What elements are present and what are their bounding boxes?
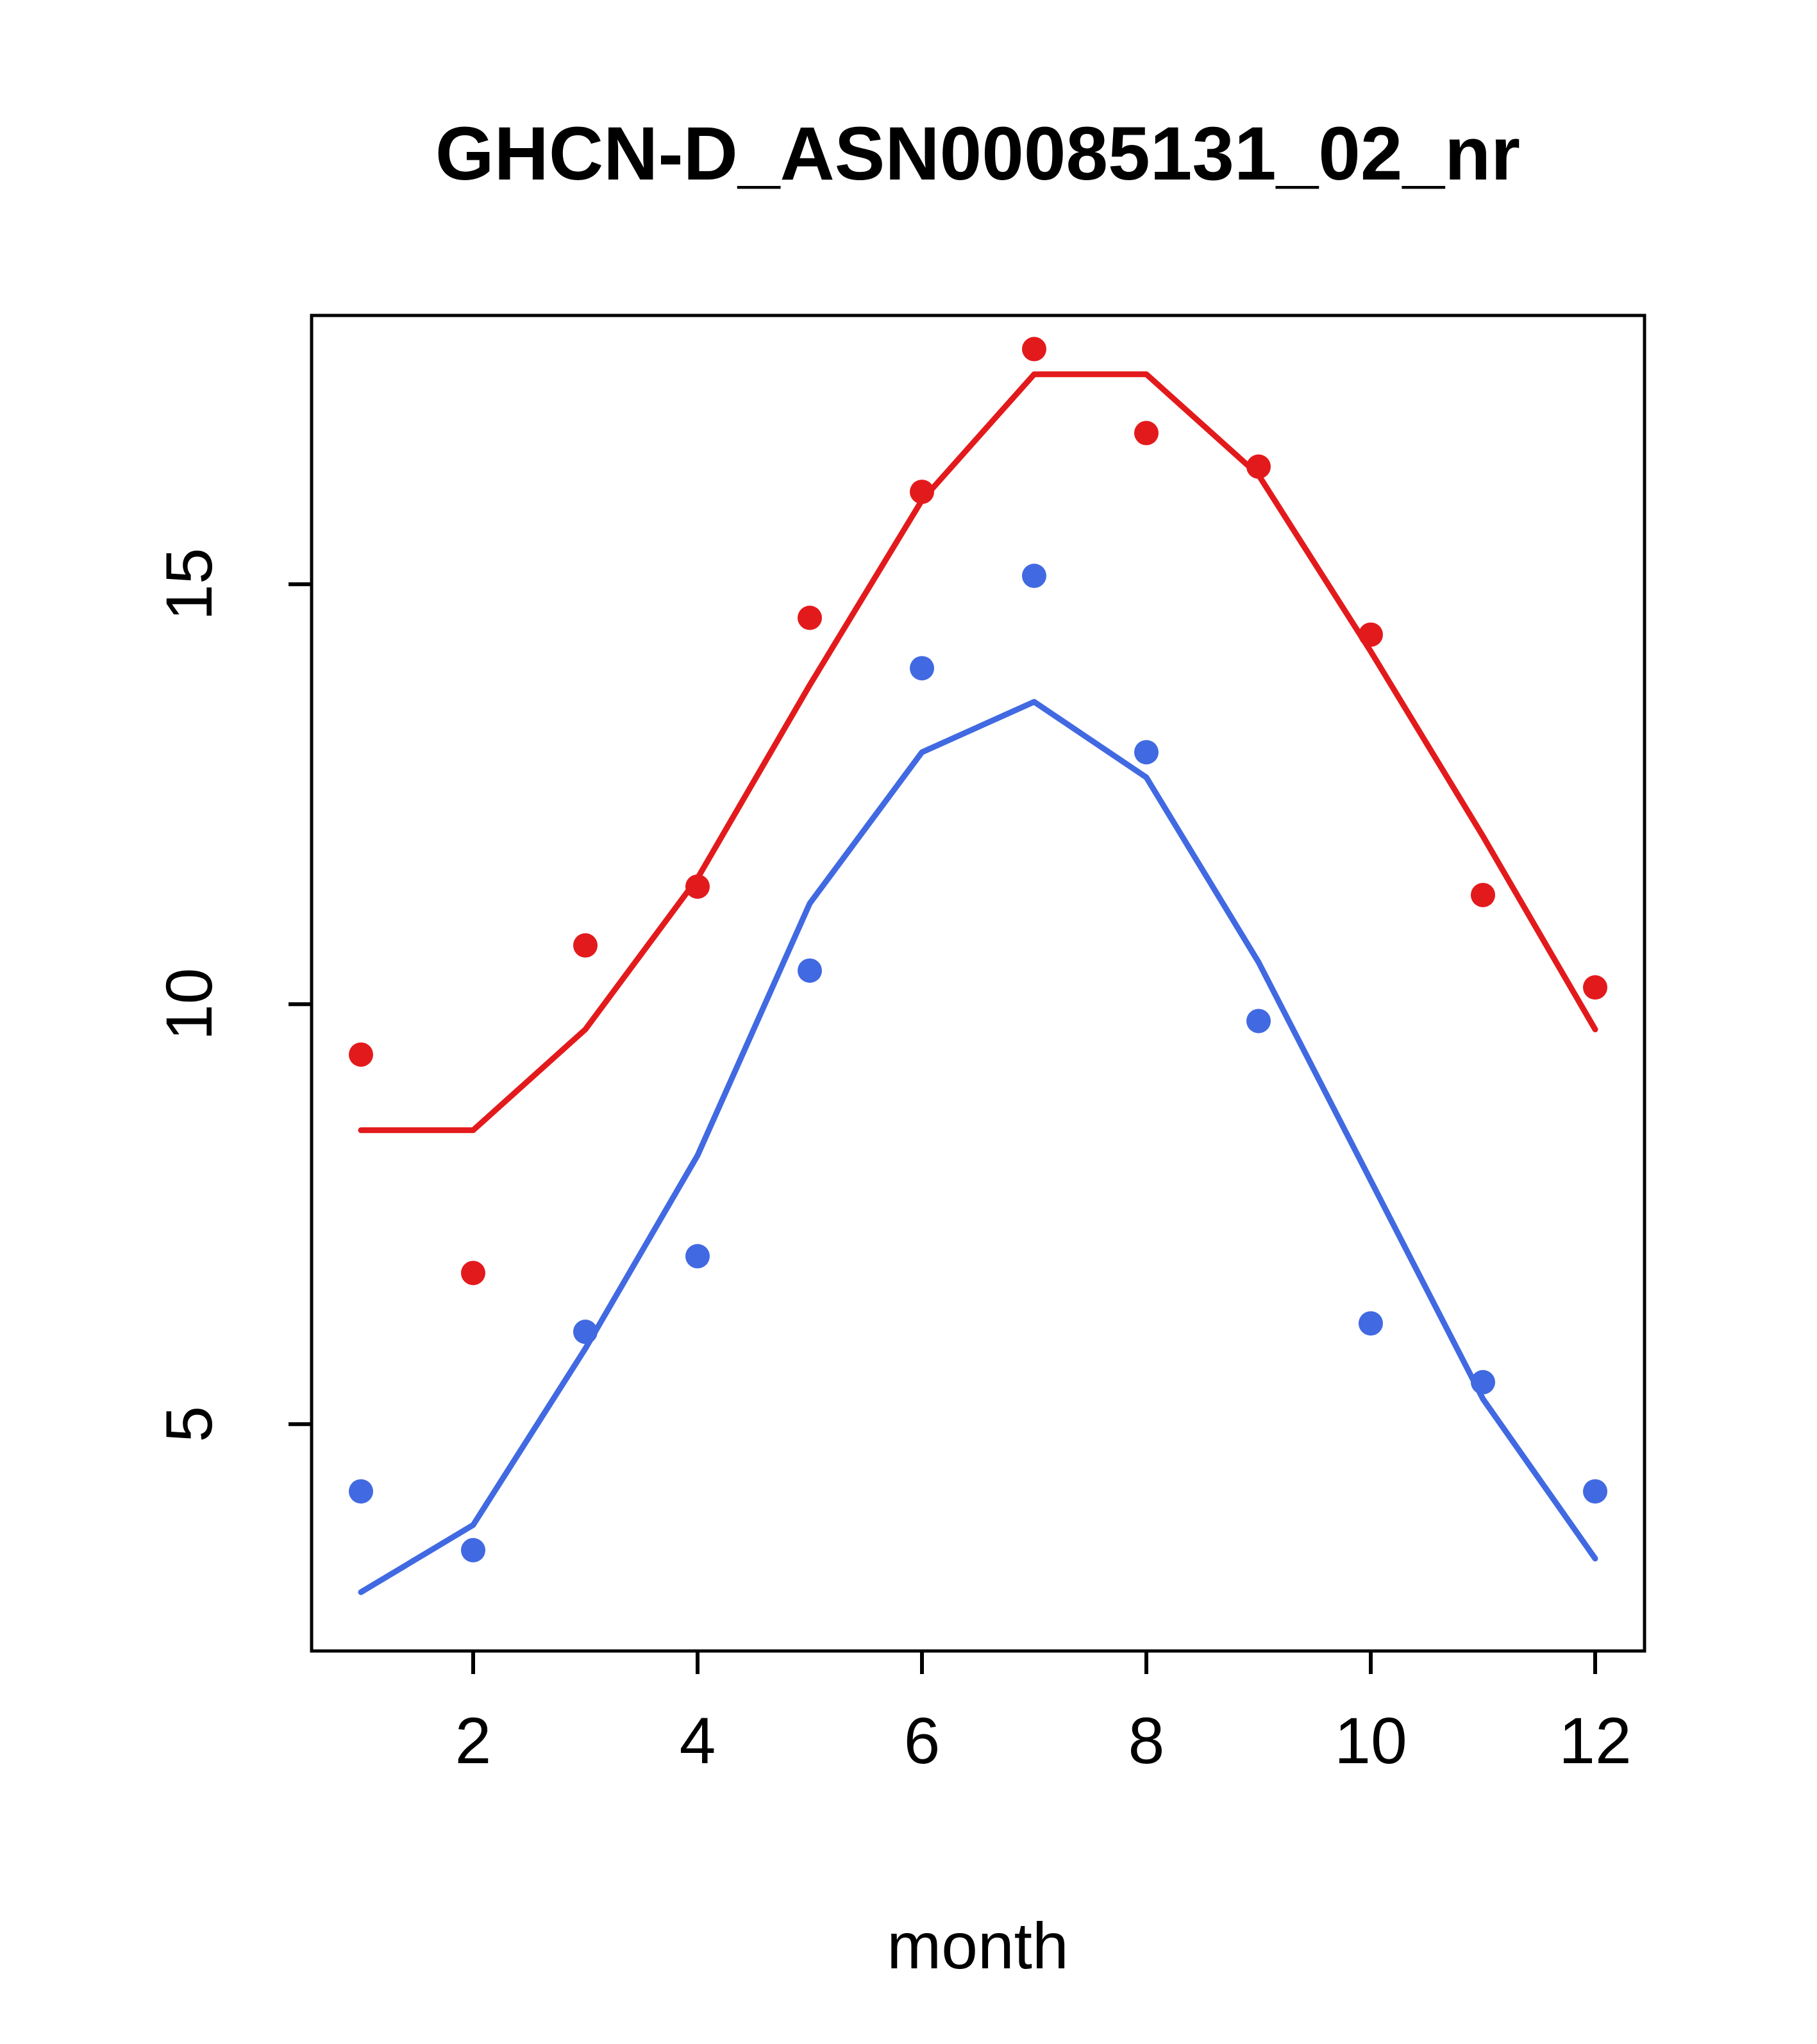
red-points-marker: [1246, 454, 1271, 479]
blue-points-marker: [1022, 564, 1046, 589]
red-points-marker: [798, 605, 822, 630]
red-points-marker: [573, 933, 598, 958]
series-layer: [349, 337, 1607, 1595]
blue-points-marker: [685, 1244, 710, 1269]
x-tick-label: 12: [1559, 1704, 1631, 1777]
red-points-marker: [461, 1261, 485, 1286]
blue-points-marker: [1583, 1479, 1607, 1504]
blue-points-marker: [1359, 1311, 1383, 1336]
x-axis-label: month: [887, 1909, 1069, 1982]
red-points-marker: [1359, 622, 1383, 647]
y-tick-label: 10: [153, 968, 226, 1041]
red-points-marker: [1583, 975, 1607, 1000]
blue-points-marker: [461, 1537, 485, 1562]
x-tick-label: 2: [455, 1704, 492, 1777]
y-axis-ticks: 5 10 15: [153, 548, 312, 1443]
blue-points-marker: [1246, 1009, 1271, 1034]
x-tick-label: 6: [904, 1704, 941, 1777]
red-points-marker: [1022, 337, 1046, 362]
blue-points-marker: [349, 1479, 373, 1504]
red-points-marker: [1471, 882, 1495, 907]
blue-points-marker: [1134, 740, 1159, 765]
blue-points-marker: [798, 958, 822, 983]
y-tick-label: 5: [153, 1406, 226, 1443]
blue-points: [349, 564, 1607, 1562]
blue-points-marker: [910, 656, 934, 681]
plot-border: [310, 314, 1646, 1653]
red-points-marker: [910, 480, 934, 505]
x-tick-label: 8: [1128, 1704, 1165, 1777]
red-points-marker: [685, 874, 710, 899]
y-tick-label: 15: [153, 548, 226, 620]
blue-points-marker: [1471, 1370, 1495, 1395]
x-tick-label: 4: [680, 1704, 716, 1777]
red-points-marker: [349, 1042, 373, 1067]
red-points-marker: [1134, 421, 1159, 446]
blue-points-marker: [573, 1319, 598, 1345]
red-points: [349, 337, 1607, 1286]
chart-title: GHCN-D_ASN00085131_02_nr: [435, 112, 1520, 196]
red-line: [358, 371, 1598, 1134]
x-tick-label: 10: [1334, 1704, 1407, 1777]
blue-line: [358, 699, 1598, 1595]
x-axis-ticks: 2 4 6 8 10 12: [455, 1651, 1632, 1777]
